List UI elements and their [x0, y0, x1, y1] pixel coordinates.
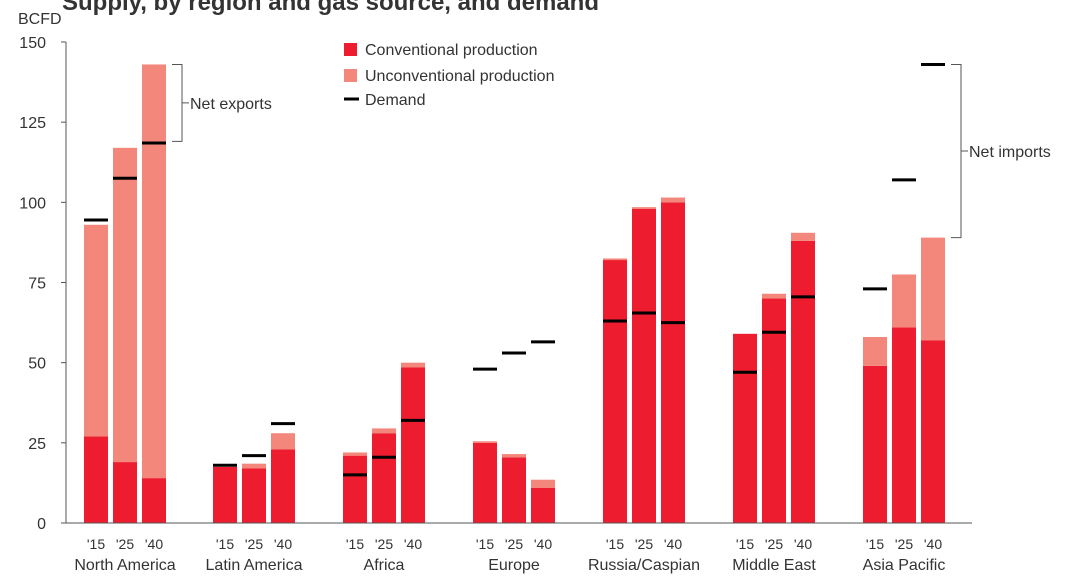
bar-conventional: [502, 457, 526, 523]
legend-label: Conventional production: [365, 42, 538, 59]
chart-title: Supply, by region and gas source, and de…: [62, 0, 599, 16]
bars: [84, 64, 945, 523]
bar-conventional: [733, 334, 757, 523]
y-tick-label: 125: [19, 115, 46, 132]
y-axis: 0 25 50 75 100 125 150: [19, 35, 66, 533]
bar-unconventional: [142, 64, 166, 478]
bar-conventional: [372, 433, 396, 523]
y-tick-label: 150: [19, 35, 46, 52]
bar-conventional: [113, 462, 137, 523]
x-year-label: '25: [375, 536, 393, 552]
bar-conventional: [921, 340, 945, 523]
x-region-label: Africa: [364, 557, 405, 574]
x-region-label: Middle East: [732, 557, 816, 574]
bar-unconventional: [892, 274, 916, 327]
legend-label: Unconventional production: [365, 68, 554, 85]
x-axis: '15 '25 '40 North America '15 '25 '40 Latin Ame…: [66, 523, 972, 574]
x-year-label: '15: [866, 536, 884, 552]
x-year-label: '15: [476, 536, 494, 552]
x-year-label: '15: [606, 536, 624, 552]
bar-unconventional: [372, 428, 396, 433]
bar-conventional: [271, 449, 295, 523]
bar-unconventional: [271, 433, 295, 449]
x-region-label: North America: [74, 557, 175, 574]
bar-unconventional: [502, 454, 526, 457]
x-year-label: '25: [245, 536, 263, 552]
y-tick-label: 50: [28, 356, 46, 373]
x-year-label: '25: [765, 536, 783, 552]
bar-unconventional: [921, 238, 945, 341]
x-year-label: '25: [116, 536, 134, 552]
annotation-label: Net exports: [190, 96, 272, 113]
x-year-label: '40: [924, 536, 942, 552]
legend-swatch: [344, 69, 357, 82]
x-year-label: '25: [895, 536, 913, 552]
x-year-label: '15: [87, 536, 105, 552]
bar-unconventional: [791, 233, 815, 241]
bar-conventional: [892, 327, 916, 523]
bar-conventional: [213, 467, 237, 523]
x-year-label: '15: [216, 536, 234, 552]
bar-conventional: [343, 456, 367, 523]
bar-conventional: [142, 478, 166, 523]
bar-unconventional: [632, 207, 656, 209]
annotation-bracket: [951, 64, 968, 237]
y-tick-label: 75: [28, 276, 46, 293]
bar-conventional: [632, 209, 656, 523]
bar-unconventional: [661, 198, 685, 203]
bar-unconventional: [343, 452, 367, 455]
x-year-label: '15: [736, 536, 754, 552]
y-tick-label: 25: [28, 436, 46, 453]
bar-conventional: [531, 488, 555, 523]
annotation-bracket: [172, 64, 189, 141]
bar-conventional: [603, 260, 627, 523]
annotations: Net exports Net imports: [172, 64, 1051, 237]
x-region-label: Latin America: [206, 557, 303, 574]
x-year-label: '25: [505, 536, 523, 552]
x-year-label: '40: [404, 536, 422, 552]
bar-unconventional: [473, 441, 497, 443]
x-year-label: '40: [794, 536, 812, 552]
x-year-label: '40: [534, 536, 552, 552]
x-year-label: '15: [346, 536, 364, 552]
bar-conventional: [84, 436, 108, 523]
bar-unconventional: [762, 294, 786, 299]
bar-unconventional: [401, 363, 425, 368]
bar-unconventional: [84, 225, 108, 437]
x-region-label: Russia/Caspian: [588, 557, 700, 574]
bar-unconventional: [113, 148, 137, 462]
bar-unconventional: [603, 258, 627, 260]
legend-label: Demand: [365, 92, 425, 109]
bar-unconventional: [531, 480, 555, 488]
x-region-label: Asia Pacific: [863, 557, 946, 574]
bar-conventional: [242, 468, 266, 523]
annotation-label: Net imports: [969, 144, 1051, 161]
bar-conventional: [401, 367, 425, 523]
bar-conventional: [863, 366, 887, 523]
bar-conventional: [473, 443, 497, 523]
bar-conventional: [661, 202, 685, 523]
x-year-label: '40: [145, 536, 163, 552]
x-year-label: '40: [274, 536, 292, 552]
bar-conventional: [791, 241, 815, 523]
x-year-label: '25: [635, 536, 653, 552]
y-tick-label: 0: [37, 516, 46, 533]
demand-marks: [84, 64, 945, 474]
y-tick-label: 100: [19, 195, 46, 212]
legend-swatch: [344, 43, 357, 56]
legend: Conventional production Unconventional pr…: [344, 42, 554, 109]
x-year-label: '40: [664, 536, 682, 552]
x-region-label: Europe: [488, 557, 540, 574]
bar-unconventional: [863, 337, 887, 366]
y-axis-label: BCFD: [18, 11, 62, 28]
bar-unconventional: [242, 464, 266, 469]
